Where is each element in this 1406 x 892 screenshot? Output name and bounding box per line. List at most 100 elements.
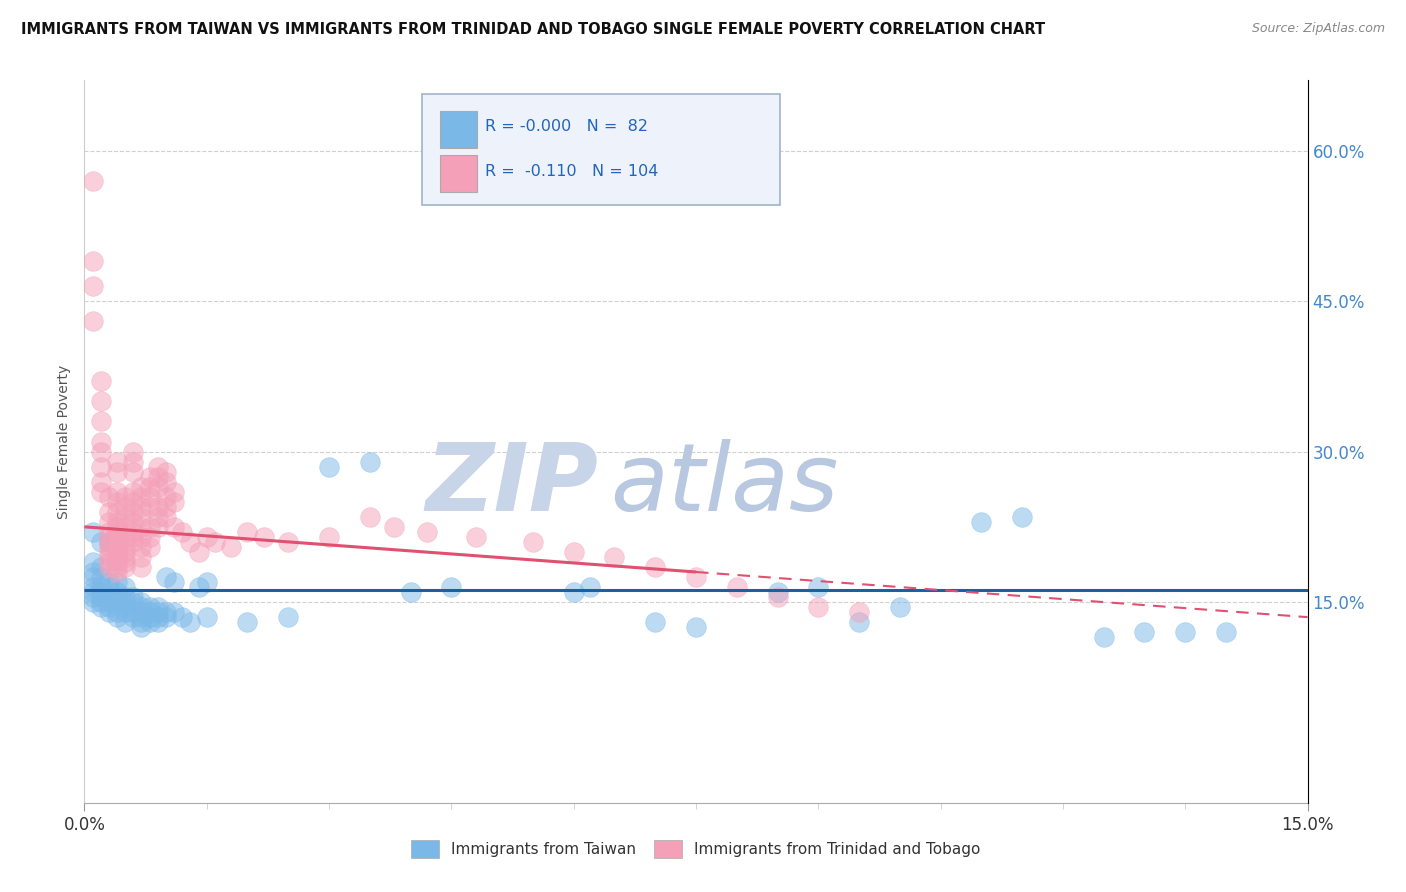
Point — [644, 560, 666, 574]
Point — [90, 570, 112, 584]
Point — [97, 590, 120, 604]
Point — [105, 505, 128, 519]
Point — [122, 515, 145, 529]
Point — [131, 549, 153, 564]
Point — [163, 605, 186, 619]
Point — [1215, 625, 1237, 640]
Point — [122, 605, 145, 619]
Point — [138, 490, 160, 504]
Point — [105, 530, 128, 544]
Point — [146, 605, 169, 619]
Point — [562, 545, 585, 559]
Point — [138, 530, 160, 544]
Point — [97, 535, 120, 549]
Point — [219, 540, 242, 554]
Point — [97, 549, 120, 564]
Point — [105, 595, 128, 609]
Point — [97, 524, 120, 539]
Point — [105, 585, 128, 599]
Point — [97, 515, 120, 529]
Point — [105, 565, 128, 579]
Point — [105, 535, 128, 549]
Point — [359, 509, 381, 524]
Point — [105, 515, 128, 529]
Point — [122, 465, 145, 479]
Point — [163, 484, 186, 499]
Point — [114, 509, 136, 524]
Point — [766, 590, 789, 604]
Point — [105, 484, 128, 499]
Point — [105, 610, 128, 624]
Point — [122, 494, 145, 508]
Point — [644, 615, 666, 630]
Point — [90, 459, 112, 474]
Point — [970, 515, 993, 529]
Point — [82, 570, 104, 584]
Point — [90, 600, 112, 615]
Point — [82, 585, 104, 599]
Point — [172, 610, 194, 624]
Point — [97, 490, 120, 504]
Point — [97, 575, 120, 590]
Point — [105, 524, 128, 539]
Text: R =  -0.110   N = 104: R = -0.110 N = 104 — [485, 164, 658, 179]
Point — [146, 480, 169, 494]
Point — [685, 620, 707, 634]
Y-axis label: Single Female Poverty: Single Female Poverty — [58, 365, 72, 518]
Point — [131, 480, 153, 494]
Point — [131, 595, 153, 609]
Point — [179, 615, 201, 630]
Point — [114, 520, 136, 534]
Point — [155, 570, 177, 584]
Point — [725, 580, 748, 594]
Text: atlas: atlas — [610, 440, 838, 531]
Point — [416, 524, 439, 539]
Point — [131, 520, 153, 534]
Point — [138, 605, 160, 619]
Point — [82, 314, 104, 328]
Point — [138, 610, 160, 624]
Point — [318, 530, 340, 544]
Point — [82, 555, 104, 569]
Point — [155, 475, 177, 489]
Point — [105, 605, 128, 619]
Point — [90, 595, 112, 609]
Point — [522, 535, 544, 549]
Point — [122, 524, 145, 539]
Point — [146, 615, 169, 630]
Point — [105, 560, 128, 574]
Point — [114, 560, 136, 574]
Point — [131, 610, 153, 624]
Point — [277, 535, 299, 549]
Point — [146, 509, 169, 524]
Point — [204, 535, 226, 549]
Point — [82, 174, 104, 188]
Point — [105, 590, 128, 604]
Point — [399, 585, 422, 599]
Point — [114, 595, 136, 609]
Point — [97, 505, 120, 519]
Point — [889, 600, 911, 615]
Point — [236, 615, 259, 630]
Point — [138, 480, 160, 494]
Point — [82, 254, 104, 268]
Point — [105, 549, 128, 564]
Point — [131, 509, 153, 524]
Point — [122, 610, 145, 624]
Point — [114, 490, 136, 504]
Point — [114, 500, 136, 514]
Point — [90, 590, 112, 604]
Text: Source: ZipAtlas.com: Source: ZipAtlas.com — [1251, 22, 1385, 36]
Point — [138, 469, 160, 483]
Point — [82, 580, 104, 594]
Point — [359, 455, 381, 469]
Point — [90, 394, 112, 409]
Point — [90, 434, 112, 449]
Point — [114, 580, 136, 594]
Point — [105, 545, 128, 559]
Point — [97, 560, 120, 574]
Point — [122, 505, 145, 519]
Point — [97, 600, 120, 615]
Text: ZIP: ZIP — [425, 439, 598, 531]
Point — [122, 535, 145, 549]
